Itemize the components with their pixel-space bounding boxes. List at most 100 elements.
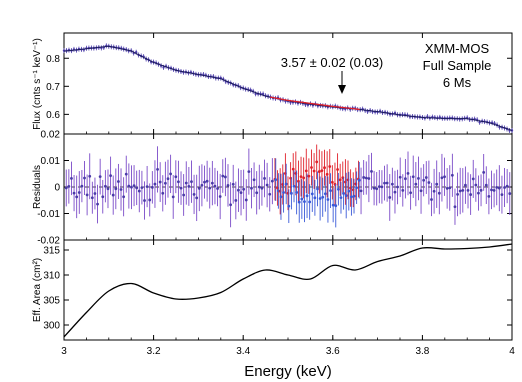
residual-blue-point (357, 178, 361, 182)
exposure-label: 6 Ms (443, 75, 472, 90)
x-tick-label: 3.8 (415, 346, 429, 357)
residual-point (96, 202, 99, 206)
residual-point (184, 181, 188, 185)
y-tick-label: -0.02 (37, 236, 60, 247)
residual-point (500, 193, 504, 197)
data-layer (62, 43, 514, 338)
residual-point (414, 182, 418, 186)
residual-point (469, 193, 473, 196)
residual-point (383, 181, 386, 185)
residual-point (148, 198, 152, 202)
residual-red-point (304, 169, 308, 173)
residual-point (477, 191, 480, 195)
residual-red-point (302, 176, 306, 180)
residual-blue-point (308, 200, 312, 204)
x-tick-label: 3 (61, 346, 67, 357)
residual-point (401, 188, 405, 192)
residual-red-point (315, 160, 319, 164)
residual-point (208, 186, 212, 190)
residual-point (226, 183, 230, 187)
residual-point (270, 179, 274, 183)
residual-point (404, 177, 407, 181)
residual-point (398, 175, 402, 179)
residual-point (388, 196, 392, 199)
residual-blue-point (284, 182, 288, 186)
residual-point (161, 191, 165, 195)
residual-red-point (330, 180, 334, 184)
residual-point (260, 186, 264, 190)
residual-blue-point (344, 194, 348, 197)
residual-point (375, 187, 379, 191)
residual-blue-point (297, 200, 301, 204)
residual-point (370, 169, 373, 173)
residuals-axis-title: Residuals (32, 165, 43, 209)
residual-point (464, 183, 467, 187)
residual-point (187, 185, 191, 188)
residual-point (367, 177, 371, 180)
residual-point (127, 184, 131, 188)
residual-red-point (328, 165, 332, 168)
residual-point (456, 193, 459, 196)
residual-red-point (338, 178, 342, 182)
area-axis-title: Eff. Area (cm²) (32, 258, 43, 322)
residual-point (263, 177, 266, 180)
residual-point (252, 178, 256, 182)
y-tick-label: 315 (43, 246, 60, 257)
residual-point (461, 188, 465, 192)
line-energy-annotation: 3.57 ± 0.02 (0.03) (281, 55, 384, 70)
residual-point (179, 186, 183, 190)
residual-point (75, 195, 79, 199)
residual-blue-point (282, 191, 285, 194)
residual-blue-point (355, 186, 359, 190)
residual-point (242, 187, 246, 191)
residual-point (497, 186, 501, 190)
residual-point (190, 180, 193, 184)
residual-point (458, 189, 462, 193)
residual-point (145, 185, 149, 188)
residual-point (474, 183, 478, 187)
residual-blue-point (336, 187, 340, 191)
residual-point (156, 168, 159, 171)
residual-point (114, 187, 118, 191)
residual-blue-point (290, 191, 293, 195)
residual-point (88, 174, 92, 178)
residual-point (495, 186, 499, 189)
residual-point (137, 189, 141, 193)
residual-blue-point (305, 194, 309, 198)
residual-point (508, 192, 512, 195)
residual-point (192, 193, 196, 196)
residual-blue-point (350, 195, 353, 199)
residual-point (70, 176, 73, 180)
residual-point (435, 182, 439, 186)
residual-point (119, 188, 123, 191)
residual-point (223, 175, 227, 179)
residual-point (255, 191, 259, 195)
residual-point (448, 186, 452, 190)
residual-point (117, 180, 120, 183)
residual-point (101, 195, 105, 199)
residual-point (440, 176, 444, 180)
residual-point (169, 172, 172, 176)
flux-axis-title: Flux (cnts s⁻¹ keV⁻¹) (32, 38, 43, 130)
y-tick-label: 300 (43, 321, 60, 332)
x-tick-label: 3.2 (147, 346, 161, 357)
residual-point (122, 195, 126, 199)
residual-blue-point (331, 203, 335, 207)
residual-point (158, 180, 162, 184)
residual-point (380, 185, 384, 189)
residual-blue-point (318, 197, 322, 200)
residual-point (67, 185, 71, 188)
residual-point (153, 182, 157, 186)
y-tick-label: 0.8 (46, 54, 60, 65)
residual-blue-point (339, 196, 343, 200)
residual-point (377, 185, 381, 189)
residual-blue-point (321, 195, 325, 199)
residual-point (393, 190, 397, 194)
residual-point (135, 186, 139, 190)
residual-point (505, 184, 509, 188)
residual-point (450, 173, 454, 177)
residual-point (443, 175, 446, 179)
residual-point (163, 181, 167, 185)
residual-point (200, 183, 204, 187)
residual-point (80, 184, 84, 188)
